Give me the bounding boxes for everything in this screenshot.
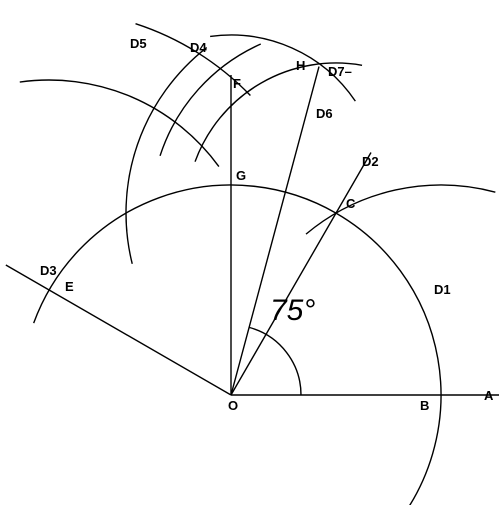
main-arc (34, 185, 441, 505)
ray-oh (231, 67, 319, 395)
ray-oc (231, 153, 371, 395)
rays-group (6, 67, 499, 395)
label-c: C (346, 196, 356, 211)
label-d1: D1 (434, 282, 451, 297)
label-d6: D6 (316, 106, 333, 121)
label-d7: D7– (328, 64, 352, 79)
label-h: H (296, 58, 305, 73)
label-d2: D2 (362, 154, 379, 169)
label-d3: D3 (40, 263, 57, 278)
arc-d3 (20, 80, 219, 167)
label-a: A (484, 388, 494, 403)
label-f: F (233, 76, 241, 91)
label-o: O (228, 398, 238, 413)
arc-d1 (306, 185, 495, 234)
label-g: G (236, 168, 246, 183)
angle-value-label: 75° (270, 294, 315, 327)
angle-arc (249, 327, 301, 395)
construction-arcs-group (20, 24, 496, 264)
label-d5: D5 (130, 36, 147, 51)
ray-oe (6, 265, 231, 395)
label-e: E (65, 279, 74, 294)
label-b: B (420, 398, 429, 413)
arc-d2 (126, 48, 207, 264)
label-d4: D4 (190, 40, 207, 55)
angle-construction-diagram: O A B C G F H E D1 D2 D3 D4 D5 D6 D7– 75° (0, 0, 500, 505)
